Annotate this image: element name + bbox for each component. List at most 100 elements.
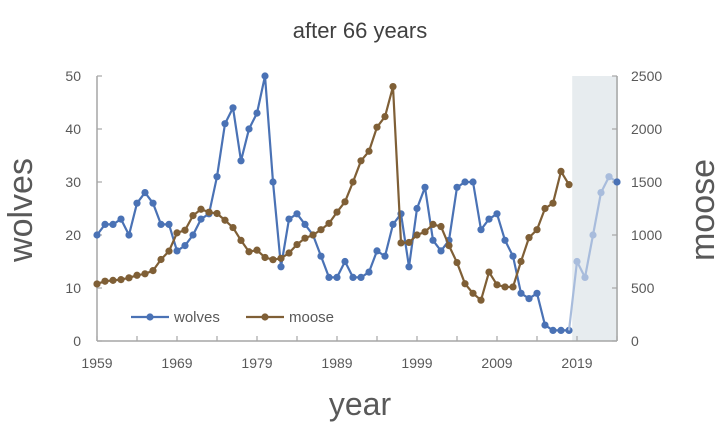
data-point-wolves [125,231,133,239]
data-point-moose [333,208,341,216]
data-point-moose [101,277,109,285]
data-point-moose [397,239,405,247]
data-point-wolves [493,210,501,218]
data-point-wolves [141,189,149,197]
y-tick-label-left: 10 [65,280,81,296]
data-point-moose [189,212,197,220]
data-point-moose [165,247,173,255]
x-tick-label: 1979 [241,355,272,371]
data-point-moose [429,220,437,228]
data-point-moose [445,242,453,250]
data-point-moose [213,209,221,218]
data-point-moose [373,123,381,131]
legend-marker-moose [261,313,269,321]
data-point-wolves [469,178,477,186]
data-point-wolves [389,220,397,228]
y-tick-label-left: 20 [65,227,81,243]
y-tick-label-right: 500 [631,280,655,296]
x-tick-label: 1959 [81,355,112,371]
data-point-wolves [173,247,181,255]
legend-label-moose: moose [289,309,334,326]
legend-marker-wolves [146,313,154,321]
data-point-wolves [333,273,341,281]
data-point-wolves-after [589,231,597,239]
data-point-wolves-after [573,257,581,266]
data-point-moose [285,249,293,257]
data-point-wolves [149,199,157,207]
data-point-wolves [101,220,109,228]
data-point-wolves [533,289,541,297]
data-point-moose [533,226,541,234]
y-tick-label-right: 2000 [631,121,662,137]
data-point-wolves [365,268,373,276]
data-point-wolves [261,72,269,80]
data-point-moose [181,226,189,234]
series-line-wolves [96,74,569,332]
data-point-wolves [429,236,437,244]
data-point-moose [365,147,373,155]
data-point-moose [237,236,245,245]
data-point-moose [517,257,525,266]
x-tick-label: 1969 [161,355,192,371]
data-point-moose [357,157,365,165]
data-point-moose [125,274,133,282]
data-point-moose [109,276,117,284]
data-point-wolves [413,204,421,213]
data-point-wolves [301,220,309,228]
data-point-wolves [317,252,325,260]
y-tick-label-right: 1500 [631,174,662,190]
data-point-moose [509,283,517,291]
data-point-wolves [373,247,381,255]
data-point-moose [349,178,357,186]
data-point-moose [525,234,533,242]
data-point-moose [461,280,469,288]
data-point-wolves [245,125,253,133]
y-tick-label-right: 0 [631,333,639,349]
data-point-moose [389,83,397,91]
data-point-wolves [405,263,413,271]
data-point-moose [293,240,301,249]
data-point-wolves [285,215,293,223]
data-point-moose [541,204,549,213]
data-point-wolves-latest [613,178,621,186]
data-point-wolves [293,210,301,218]
data-point-moose [157,255,165,264]
data-point-moose [141,270,149,278]
data-point-moose [325,219,333,227]
data-point-moose [245,248,253,256]
y-tick-label-left: 50 [65,68,81,84]
data-point-wolves [381,252,389,260]
data-point-wolves [517,289,525,297]
data-point-moose [469,289,477,297]
x-tick-label: 1989 [321,355,352,371]
data-point-wolves [557,326,565,334]
data-point-moose [229,223,237,232]
y-tick-label-right: 1000 [631,227,662,243]
x-tick-label: 2009 [481,355,512,371]
shaded-region [572,76,618,341]
y-tick-label-left: 30 [65,174,81,190]
data-point-wolves [357,273,365,281]
data-point-wolves [453,183,461,191]
data-point-wolves [437,247,445,255]
data-point-moose [301,234,309,242]
data-point-wolves [341,257,349,266]
data-point-moose [149,267,157,275]
data-point-wolves-after [597,189,605,197]
data-point-moose [453,258,461,267]
data-point-wolves [325,273,333,281]
data-point-moose [405,238,413,247]
series-line-moose [96,85,570,302]
x-tick-label: 1999 [401,355,432,371]
data-point-wolves [477,226,485,234]
data-point-wolves [525,295,533,303]
y-tick-label-left: 0 [73,333,81,349]
data-point-moose [381,112,389,121]
data-point-moose [173,229,181,237]
data-point-moose [557,167,565,175]
data-point-moose [477,296,485,304]
data-point-moose [205,208,213,216]
data-point-moose [565,181,573,189]
data-point-wolves [109,220,117,228]
